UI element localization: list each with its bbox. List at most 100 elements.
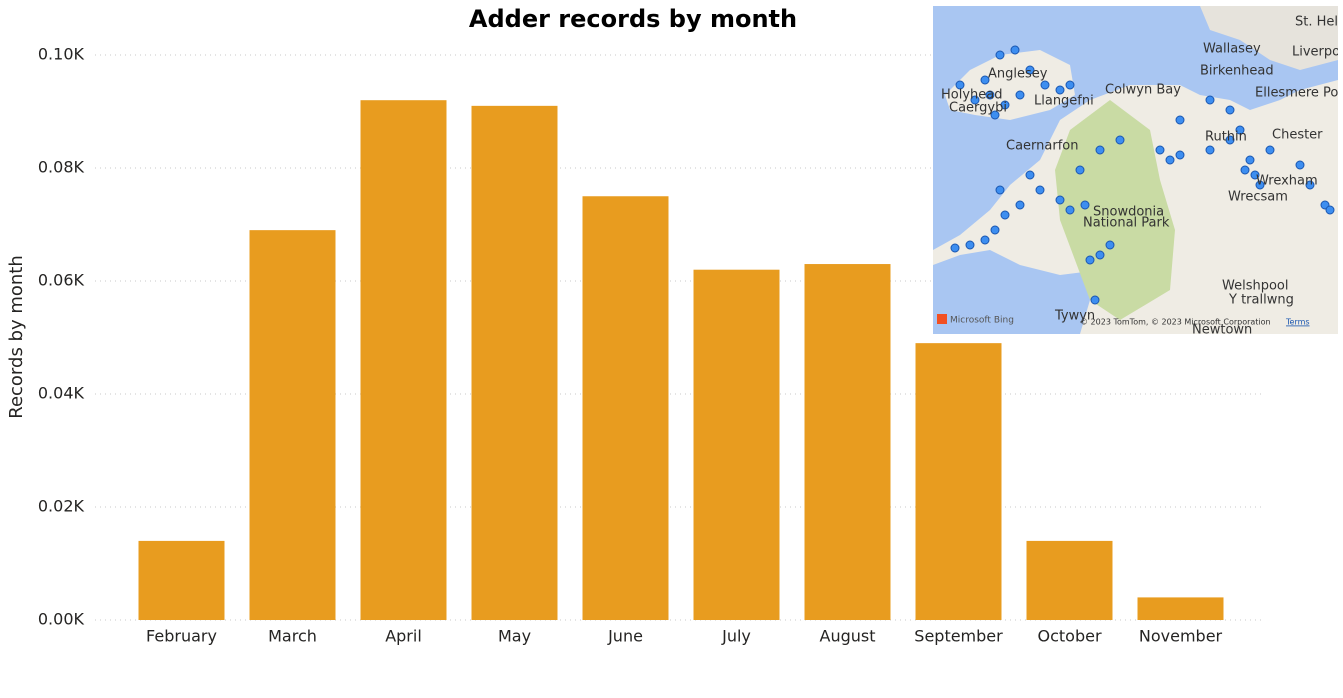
- record-dot: [1085, 255, 1095, 265]
- record-dot: [1235, 125, 1245, 135]
- record-dot: [1090, 295, 1100, 305]
- place-label: National Park: [1083, 216, 1170, 231]
- record-dot: [1105, 240, 1115, 250]
- y-tick-label: 0.04K: [38, 384, 85, 403]
- wirral: [1200, 6, 1338, 70]
- attribution: © 2023 TomTom, © 2023 Microsoft Corporat…: [1080, 318, 1271, 327]
- place-label: Wallasey: [1203, 42, 1261, 57]
- place-label: Birkenhead: [1200, 64, 1274, 79]
- record-dot: [1205, 145, 1215, 155]
- bar[interactable]: [249, 230, 336, 620]
- place-label: Chester: [1272, 128, 1323, 143]
- bar[interactable]: [693, 269, 780, 620]
- record-dot: [1250, 170, 1260, 180]
- bar[interactable]: [360, 100, 447, 620]
- records: [950, 45, 1335, 305]
- map[interactable]: St. Helens Wallasey Liverpool Birkenhead Ell…: [933, 6, 1343, 338]
- x-tick-label: November: [1139, 627, 1223, 646]
- x-tick-label: October: [1037, 627, 1101, 646]
- record-dot: [970, 95, 980, 105]
- x-tick-label: February: [146, 627, 217, 646]
- record-dot: [1065, 80, 1075, 90]
- bing-logo: Microsoft Bing: [950, 316, 1014, 326]
- y-tick-label: 0.10K: [38, 45, 85, 64]
- place-label: Newtown: [1192, 323, 1252, 338]
- record-dot: [990, 110, 1000, 120]
- bar[interactable]: [915, 343, 1002, 620]
- record-dot: [1080, 200, 1090, 210]
- record-dot: [1175, 115, 1185, 125]
- y-tick-label: 0.00K: [38, 610, 85, 629]
- record-dot: [1065, 205, 1075, 215]
- x-tick-label: June: [607, 627, 643, 646]
- record-dot: [1015, 90, 1025, 100]
- place-label: Caergybi: [949, 101, 1007, 116]
- record-dot: [990, 225, 1000, 235]
- place-label: Anglesey: [988, 67, 1048, 82]
- x-tick-label: April: [385, 627, 422, 646]
- record-dot: [1245, 155, 1255, 165]
- place-label: Wrexham: [1256, 174, 1318, 189]
- bar[interactable]: [1137, 597, 1224, 620]
- record-dot: [1295, 160, 1305, 170]
- record-dot: [980, 75, 990, 85]
- record-dot: [1175, 150, 1185, 160]
- record-dot: [1255, 180, 1265, 190]
- record-dot: [1225, 105, 1235, 115]
- place-label: Wrecsam: [1228, 190, 1288, 205]
- x-tick-label: May: [498, 627, 531, 646]
- record-dot: [1095, 145, 1105, 155]
- bar[interactable]: [1026, 540, 1113, 620]
- x-tick-label: August: [820, 627, 876, 646]
- place-label: Liverpool: [1292, 45, 1343, 60]
- record-dot: [1155, 145, 1165, 155]
- record-dot: [1025, 170, 1035, 180]
- place-label: Ellesmere Port: [1255, 86, 1343, 101]
- record-dot: [1165, 155, 1175, 165]
- record-dot: [1265, 145, 1275, 155]
- record-dot: [995, 50, 1005, 60]
- terms-link[interactable]: Terms: [1285, 318, 1310, 327]
- record-dot: [1000, 100, 1010, 110]
- x-tick-label: March: [268, 627, 317, 646]
- place-label: Holyhead: [941, 88, 1003, 103]
- record-dot: [1305, 180, 1315, 190]
- record-dot: [1015, 200, 1025, 210]
- bar[interactable]: [138, 540, 225, 620]
- bing-logo-icon: [937, 314, 947, 324]
- y-tick-label: 0.02K: [38, 497, 85, 516]
- record-dot: [980, 235, 990, 245]
- record-dot: [1025, 65, 1035, 75]
- bar[interactable]: [582, 196, 669, 620]
- bar[interactable]: [804, 264, 891, 620]
- record-dot: [955, 80, 965, 90]
- record-dot: [1240, 165, 1250, 175]
- record-dot: [1095, 250, 1105, 260]
- place-label: Welshpool: [1222, 279, 1289, 294]
- record-dot: [1040, 80, 1050, 90]
- record-dot: [985, 90, 995, 100]
- record-dot: [1325, 205, 1335, 215]
- place-label: Y trallwng: [1228, 293, 1294, 308]
- record-dot: [1055, 85, 1065, 95]
- record-dot: [1035, 185, 1045, 195]
- bar[interactable]: [471, 105, 558, 621]
- y-tick-label: 0.08K: [38, 158, 85, 177]
- record-dot: [1055, 195, 1065, 205]
- map-labels: St. Helens Wallasey Liverpool Birkenhead Ell…: [937, 15, 1343, 338]
- x-tick-label: July: [721, 627, 751, 646]
- x-tick-label: September: [914, 627, 1003, 646]
- place-label: Llangefni: [1034, 94, 1094, 109]
- plot-area: 0.00K 0.02K 0.04K 0.06K 0.08K 0.10K February Ma…: [38, 45, 1262, 646]
- record-dot: [995, 185, 1005, 195]
- y-tick-label: 0.06K: [38, 271, 85, 290]
- place-label: Tywyn: [1054, 309, 1095, 324]
- place-label: St. Helens: [1295, 15, 1343, 30]
- national-park: [1055, 100, 1175, 320]
- record-dot: [1000, 210, 1010, 220]
- record-dot: [965, 240, 975, 250]
- y-axis-label: Records by month: [6, 255, 27, 419]
- record-dot: [1225, 135, 1235, 145]
- place-label: Ruthin: [1205, 130, 1247, 145]
